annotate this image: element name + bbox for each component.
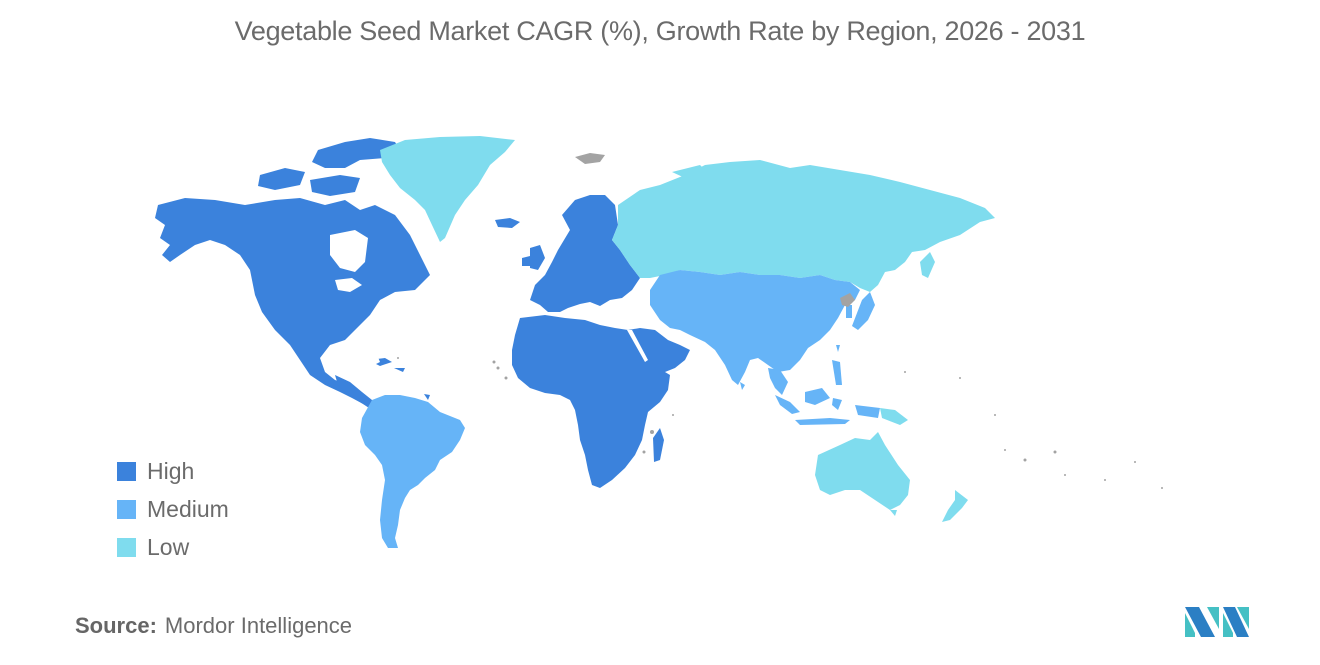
region-greenland — [380, 136, 515, 242]
legend-swatch-low — [117, 537, 136, 557]
region-asia — [650, 270, 880, 425]
small-islands-no-data — [397, 357, 1163, 489]
water-cutouts — [330, 230, 380, 368]
red-sea — [627, 330, 648, 362]
legend-item-high: High — [117, 452, 229, 490]
legend-label: Medium — [147, 495, 229, 522]
legend-label: High — [147, 457, 195, 484]
chart-title: Vegetable Seed Market CAGR (%), Growth R… — [234, 16, 1086, 46]
region-iceland — [495, 218, 520, 228]
legend: High Medium Low — [117, 452, 229, 566]
legend-item-low: Low — [117, 528, 229, 566]
region-oceania — [815, 408, 968, 522]
region-north-korea — [840, 293, 855, 307]
legend-swatch-high — [117, 461, 136, 481]
region-africa-middle-east — [512, 315, 690, 488]
region-svalbard — [575, 153, 605, 164]
mordor-intelligence-logo-icon — [1185, 607, 1249, 637]
region-north-america — [155, 138, 430, 410]
legend-item-medium: Medium — [117, 490, 229, 528]
region-russia-islands — [672, 165, 705, 178]
region-south-america — [360, 395, 465, 548]
legend-label: Low — [147, 533, 190, 560]
region-kamchatka — [920, 252, 935, 278]
region-europe — [522, 195, 640, 312]
source-name: Mordor Intelligence — [164, 613, 353, 638]
source-note: Source: Mordor Intelligence — [75, 613, 352, 639]
region-russia — [612, 160, 995, 292]
source-prefix: Source: — [75, 613, 157, 638]
region-french-guiana — [424, 394, 430, 400]
legend-swatch-medium — [117, 499, 136, 519]
